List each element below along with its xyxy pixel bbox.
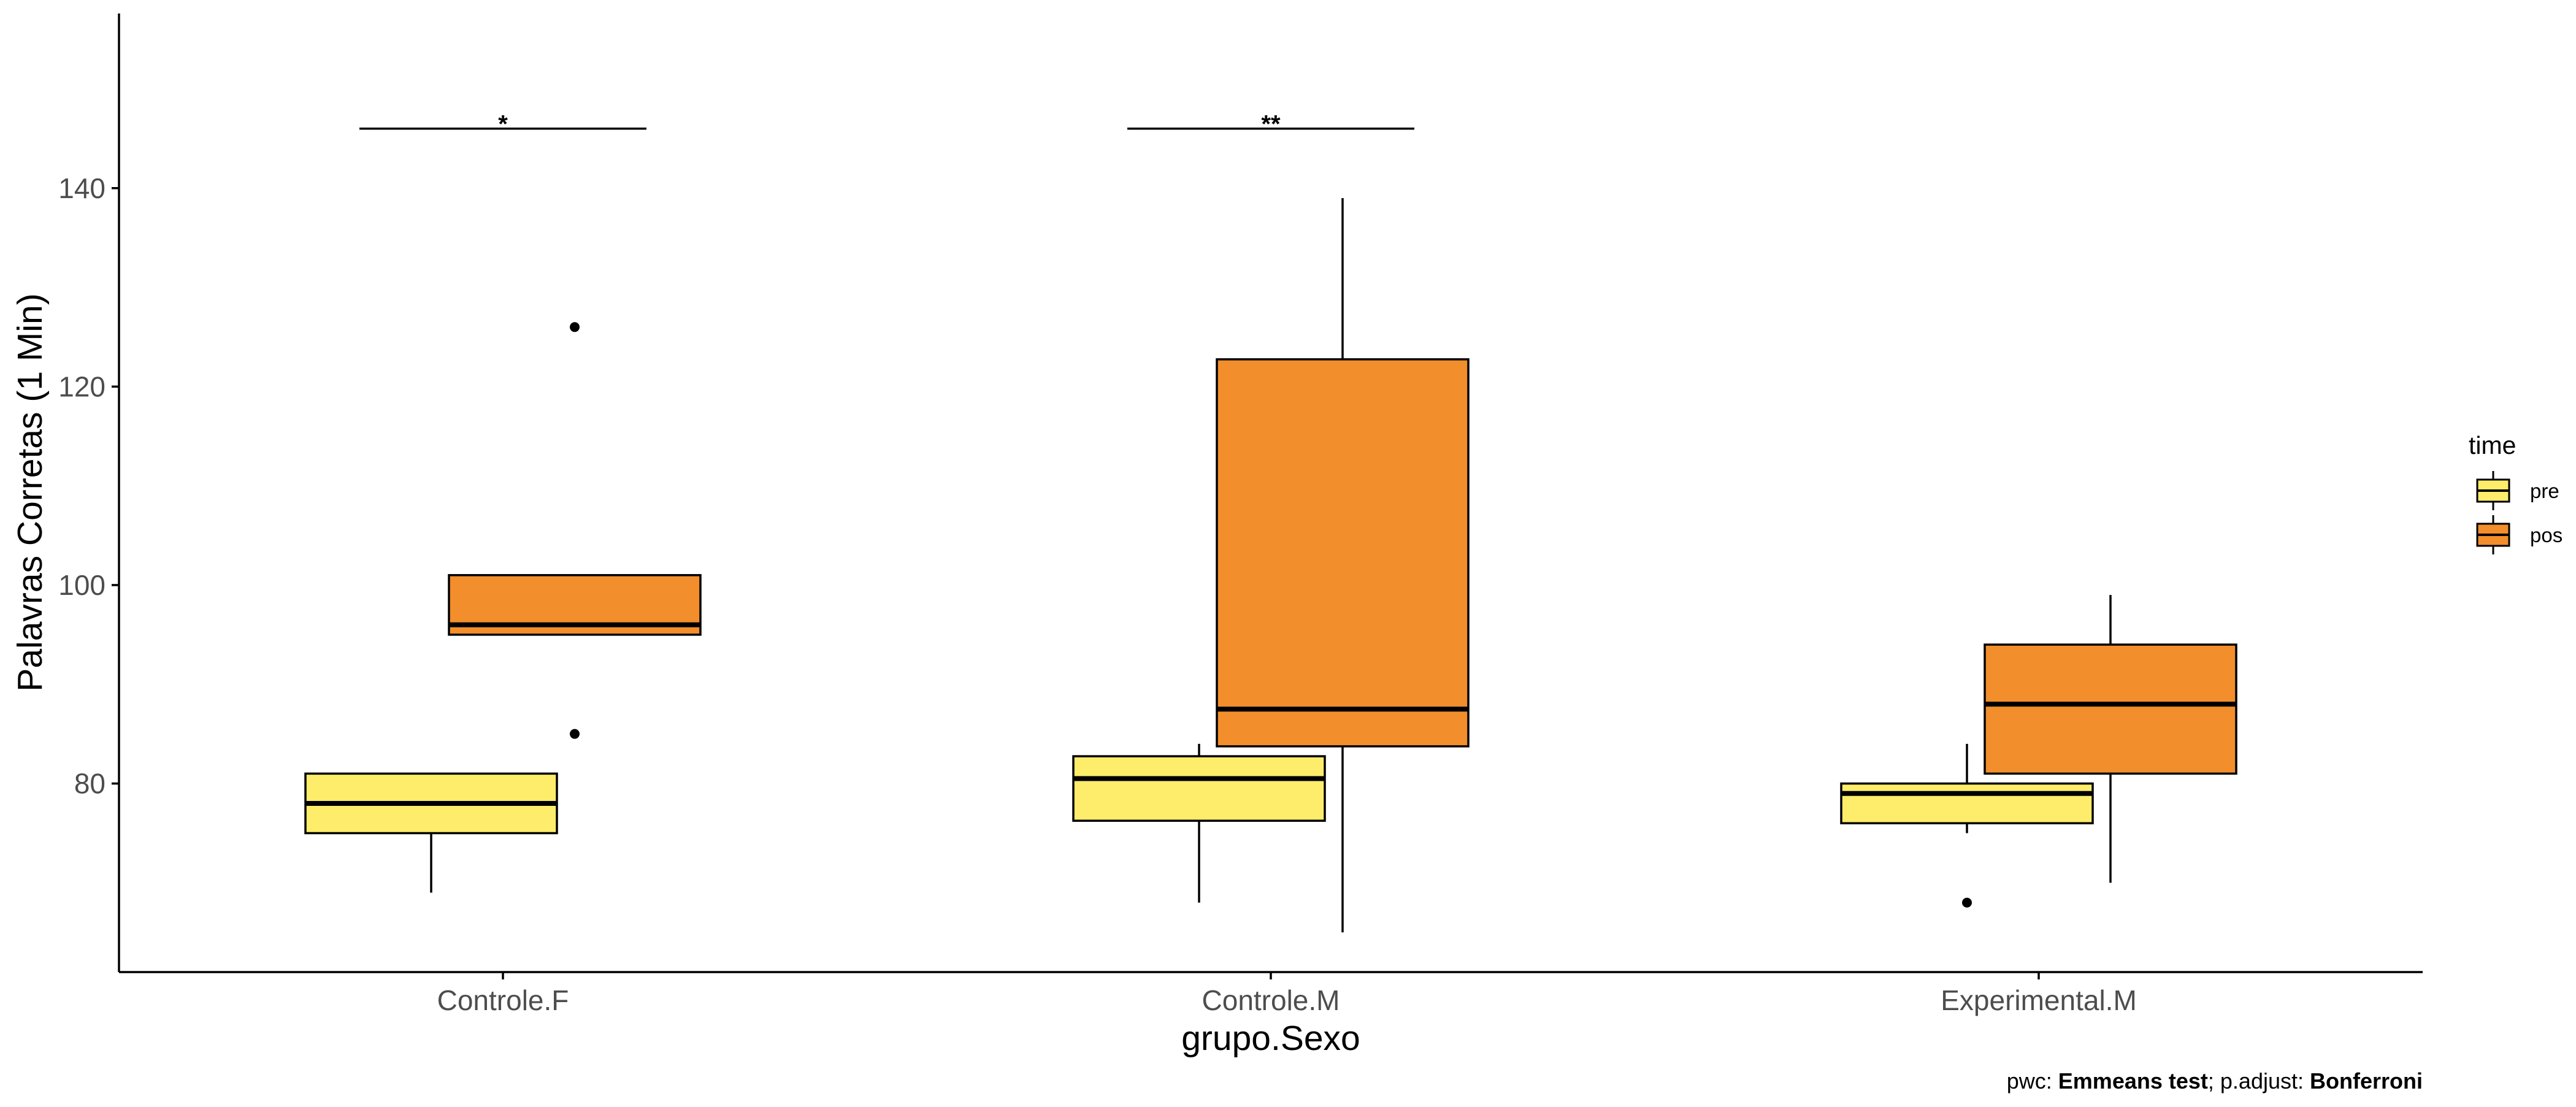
- x-ticks: Controle.F Controle.M Experimental.M: [437, 972, 2137, 1016]
- box-body: [1216, 358, 1470, 748]
- caption: pwc: Emmeans test; p.adjust: Bonferroni: [2007, 1068, 2423, 1094]
- y-ticks: 80 100 120 140: [58, 172, 119, 800]
- box-pos-Controle.F: [448, 322, 702, 739]
- legend-item-pre: pre: [2476, 471, 2559, 510]
- x-tick-label: Controle.M: [1202, 984, 1340, 1016]
- box-body: [1984, 643, 2237, 775]
- significance-label: *: [498, 111, 508, 138]
- significance-label: **: [1261, 111, 1281, 138]
- box-body: [1840, 782, 2094, 825]
- box-pre-Experimental.M: [1840, 743, 2094, 908]
- box-pos-Controle.M: [1216, 197, 1470, 933]
- significance-bracket-Controle.M: **: [1127, 111, 1414, 138]
- legend-item-pos: pos: [2476, 515, 2563, 554]
- legend-title: time: [2469, 431, 2516, 459]
- outlier-point: [570, 322, 580, 332]
- y-tick-label: 140: [58, 172, 105, 204]
- y-axis-title: Palavras Corretas (1 Min): [10, 293, 50, 691]
- caption-prefix-1: pwc:: [2007, 1068, 2058, 1094]
- boxes-layer: [304, 197, 2237, 933]
- x-axis-title: grupo.Sexo: [1181, 1019, 1360, 1058]
- box-pre-Controle.F: [304, 772, 558, 893]
- legend-label: pos: [2530, 524, 2563, 546]
- y-tick-label: 80: [74, 768, 105, 800]
- caption-method: Emmeans test: [2058, 1068, 2208, 1094]
- outlier-point: [1962, 897, 1972, 908]
- box-pre-Controle.M: [1072, 743, 1326, 903]
- box-body: [1072, 755, 1326, 822]
- x-tick-label: Experimental.M: [1941, 984, 2137, 1016]
- outlier-point: [570, 729, 580, 739]
- caption-adjust: Bonferroni: [2310, 1068, 2423, 1094]
- y-tick-label: 100: [58, 569, 105, 601]
- caption-prefix-2: ; p.adjust:: [2208, 1068, 2310, 1094]
- y-tick-label: 120: [58, 370, 105, 402]
- significance-layer: * **: [359, 111, 1414, 138]
- legend-label: pre: [2530, 480, 2559, 502]
- box-pos-Experimental.M: [1984, 595, 2237, 883]
- x-tick-label: Controle.F: [437, 984, 569, 1016]
- significance-bracket-Controle.F: *: [359, 111, 646, 138]
